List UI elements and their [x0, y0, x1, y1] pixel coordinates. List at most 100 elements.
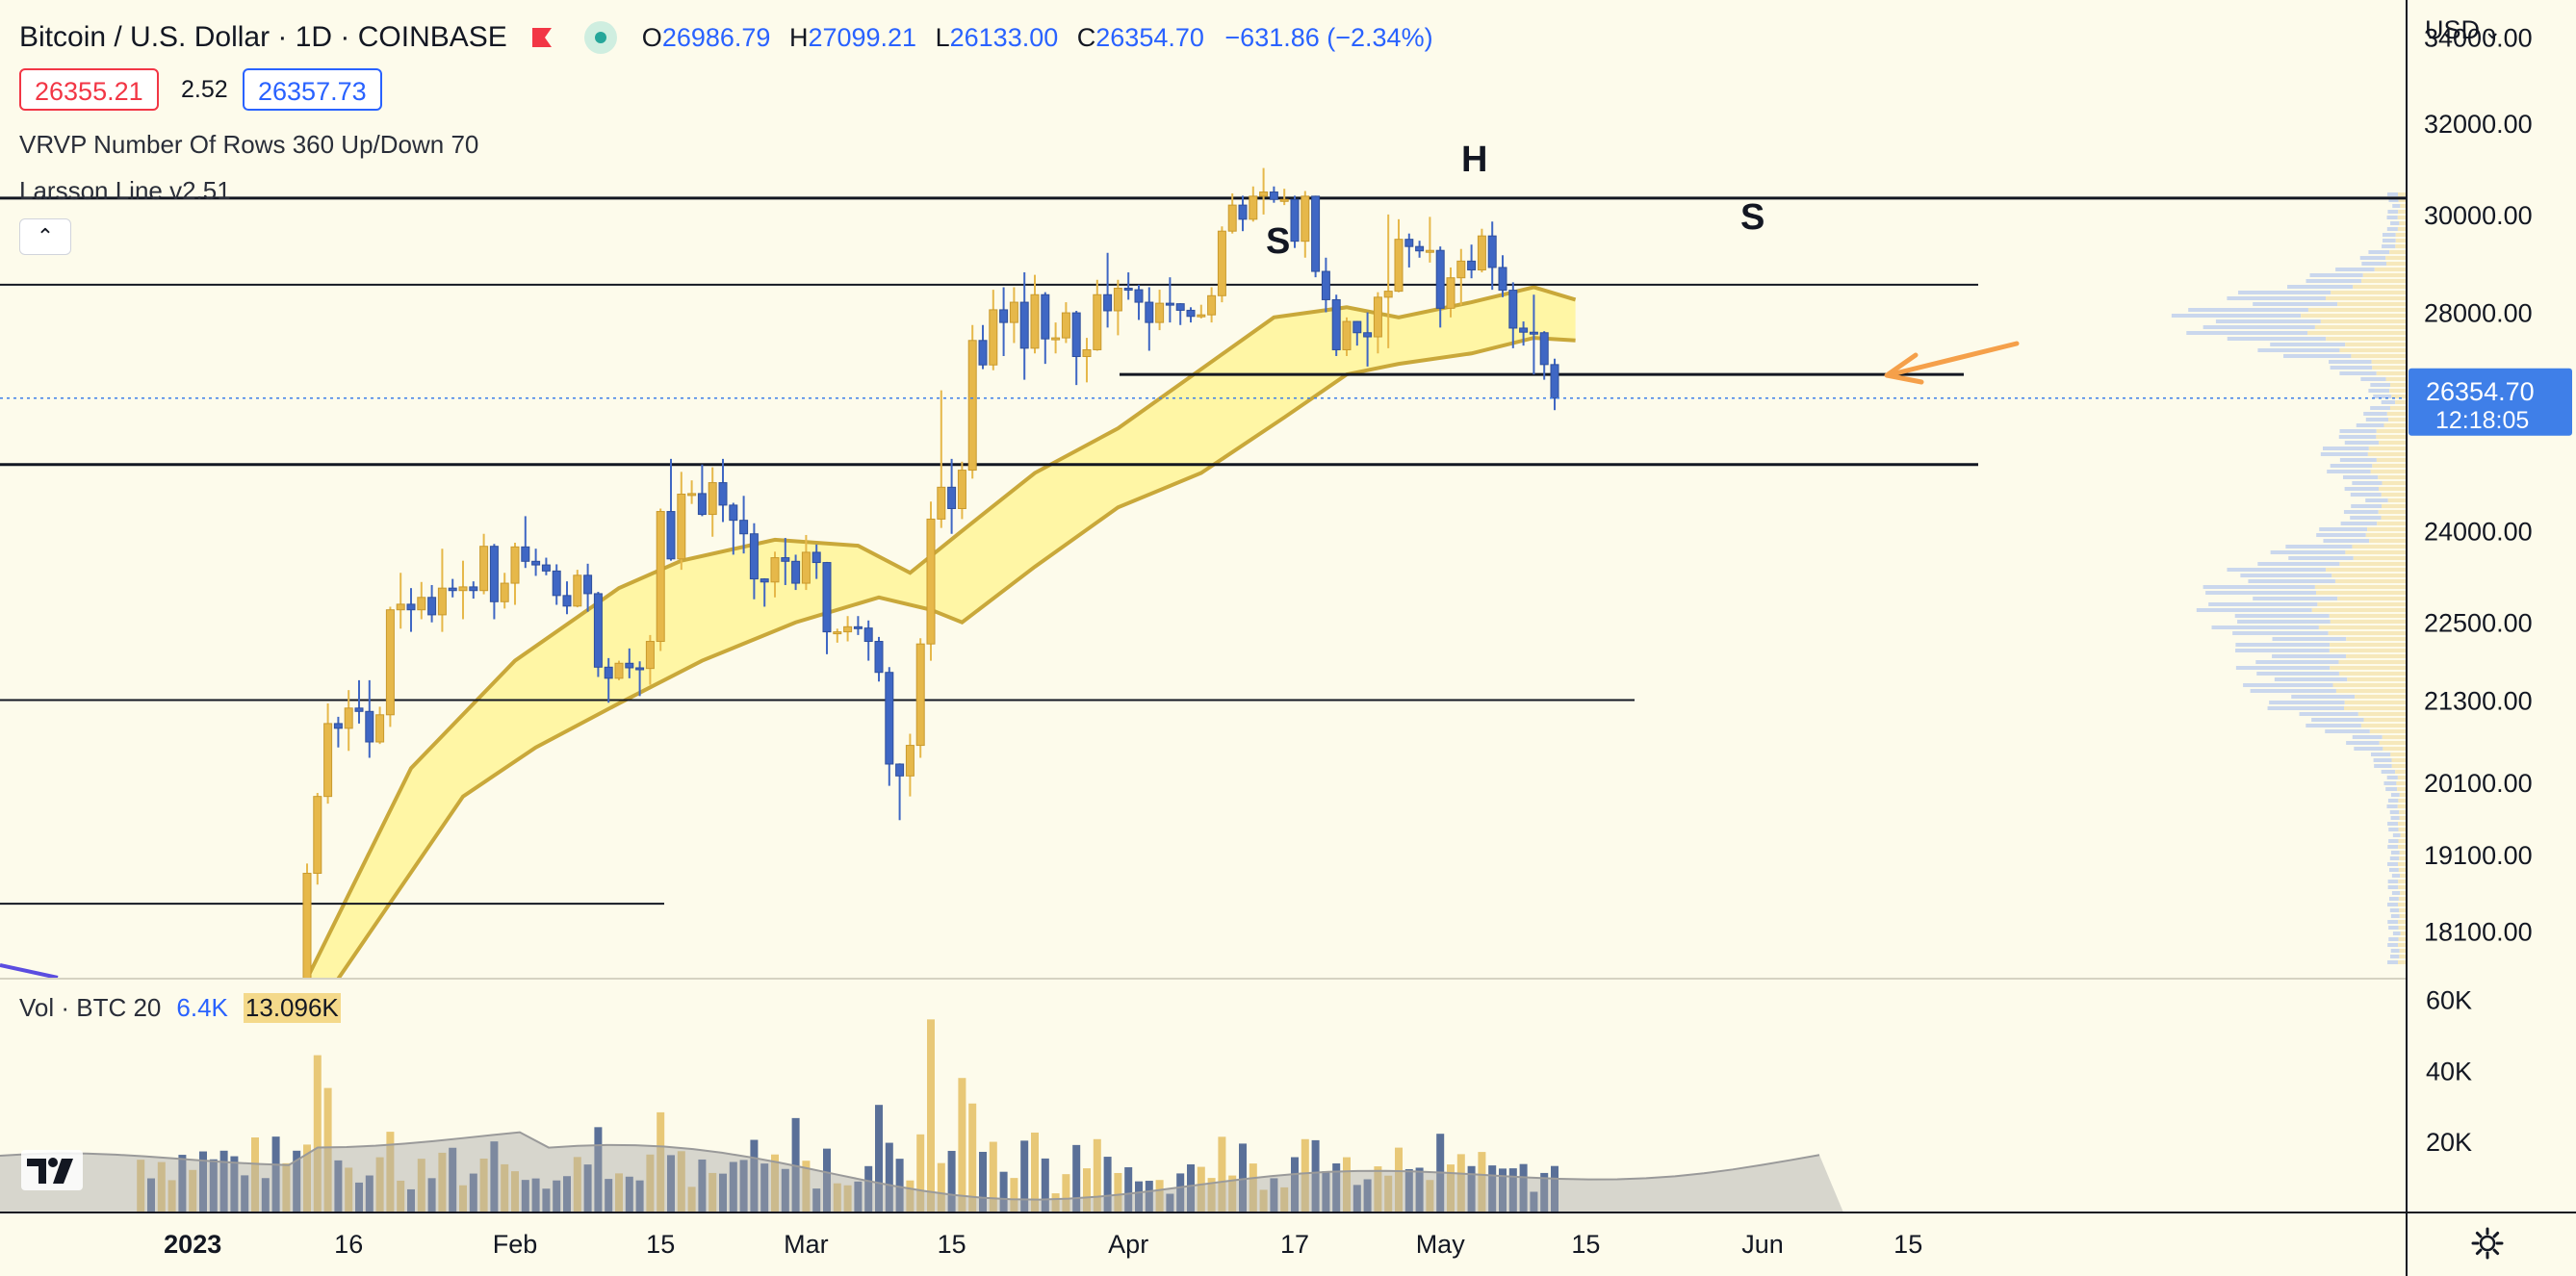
volume-bar[interactable] — [1259, 1189, 1268, 1212]
tradingview-logo[interactable] — [21, 1150, 83, 1190]
volume-bar[interactable] — [719, 1173, 727, 1212]
volume-bar[interactable] — [635, 1180, 644, 1212]
volume-bar[interactable] — [999, 1171, 1008, 1212]
candle[interactable] — [333, 716, 343, 748]
volume-bar[interactable] — [1447, 1164, 1455, 1212]
volume-bar[interactable] — [1145, 1181, 1153, 1212]
candle[interactable] — [1207, 287, 1217, 323]
candle[interactable] — [687, 480, 697, 504]
candle[interactable] — [967, 324, 977, 479]
candle[interactable] — [427, 584, 437, 623]
candle[interactable] — [1269, 186, 1278, 203]
volume-bar[interactable] — [553, 1180, 561, 1212]
volume-bar[interactable] — [573, 1157, 581, 1212]
volume-bar[interactable] — [459, 1185, 467, 1212]
indicator-vrvp-label[interactable]: VRVP Number Of Rows 360 Up/Down 70 — [19, 130, 479, 159]
candle[interactable] — [500, 573, 509, 609]
candle[interactable] — [1259, 167, 1269, 215]
volume-bar[interactable] — [1010, 1178, 1018, 1212]
candle[interactable] — [1123, 272, 1133, 300]
volume-bar[interactable] — [605, 1179, 613, 1212]
volume-bar[interactable] — [397, 1180, 405, 1212]
volume-bar[interactable] — [1166, 1193, 1174, 1212]
candle[interactable] — [926, 501, 936, 661]
candle[interactable] — [521, 516, 530, 569]
volume-bar[interactable] — [293, 1150, 301, 1212]
candle[interactable] — [833, 628, 842, 643]
candle[interactable] — [895, 763, 905, 821]
candle[interactable] — [541, 557, 551, 575]
annotation-arrow[interactable] — [1889, 341, 2020, 377]
volume-bar[interactable] — [812, 1188, 821, 1212]
volume-bar[interactable] — [1280, 1187, 1289, 1212]
volume-bar[interactable] — [979, 1151, 987, 1212]
volume-bar[interactable] — [1291, 1157, 1299, 1212]
volume-bar[interactable] — [147, 1178, 155, 1212]
candle[interactable] — [978, 324, 988, 370]
volume-bar[interactable] — [739, 1160, 748, 1212]
volume-bar[interactable] — [1426, 1180, 1434, 1212]
volume-bar[interactable] — [501, 1163, 509, 1212]
candle[interactable] — [1394, 218, 1404, 293]
gear-icon[interactable] — [2471, 1227, 2504, 1260]
volume-bar[interactable] — [178, 1155, 187, 1212]
candle[interactable] — [562, 581, 572, 615]
volume-bar[interactable] — [583, 1164, 592, 1212]
volume-bar[interactable] — [531, 1178, 540, 1212]
volume-bar[interactable] — [885, 1142, 893, 1212]
volume-bar[interactable] — [1332, 1162, 1341, 1212]
volume-bar[interactable] — [1343, 1157, 1351, 1212]
candle[interactable] — [937, 390, 946, 528]
volume-bar[interactable] — [251, 1136, 259, 1212]
candle[interactable] — [718, 458, 728, 523]
candle[interactable] — [1456, 248, 1466, 306]
volume-bar[interactable] — [365, 1175, 374, 1212]
volume-bar[interactable] — [802, 1161, 811, 1212]
candle[interactable] — [313, 792, 322, 885]
candle[interactable] — [1113, 279, 1122, 336]
volume-bar[interactable] — [1051, 1193, 1060, 1212]
volume-bar[interactable] — [906, 1180, 914, 1212]
volume-bar[interactable] — [563, 1176, 571, 1212]
volume-bar[interactable] — [230, 1156, 239, 1212]
candle[interactable] — [708, 467, 717, 537]
volume-bar[interactable] — [323, 1087, 332, 1212]
candle[interactable] — [531, 549, 541, 576]
volume-bar[interactable] — [1488, 1165, 1497, 1212]
volume-bar[interactable] — [209, 1159, 218, 1212]
volume-bar[interactable] — [615, 1173, 623, 1212]
candle[interactable] — [843, 616, 853, 642]
indicator-larsson-label[interactable]: Larsson Line v2.51 — [19, 176, 231, 205]
candle[interactable] — [1041, 292, 1050, 365]
candle[interactable] — [1550, 358, 1559, 411]
candle[interactable] — [999, 287, 1009, 356]
volume-bar[interactable] — [958, 1078, 966, 1212]
volume-bar[interactable] — [417, 1159, 425, 1212]
volume-bar[interactable] — [375, 1157, 384, 1212]
candle[interactable] — [915, 638, 925, 758]
volume-bar[interactable] — [427, 1178, 436, 1212]
candle[interactable] — [853, 616, 863, 635]
candle[interactable] — [1071, 310, 1081, 386]
volume-bar[interactable] — [708, 1172, 717, 1212]
volume-bar[interactable] — [1197, 1166, 1205, 1212]
candle[interactable] — [1279, 189, 1289, 206]
candle[interactable] — [1301, 191, 1310, 258]
volume-bar[interactable] — [968, 1103, 977, 1212]
candle[interactable] — [302, 863, 312, 993]
candle[interactable] — [1321, 257, 1330, 313]
candle[interactable] — [1217, 226, 1226, 303]
volume-bar[interactable] — [1187, 1163, 1195, 1212]
candle[interactable] — [448, 578, 457, 598]
volume-bar[interactable] — [947, 1150, 956, 1212]
volume-bar[interactable] — [303, 1144, 311, 1212]
volume-bar[interactable] — [1415, 1167, 1424, 1212]
candle[interactable] — [739, 496, 749, 554]
volume-bar[interactable] — [157, 1161, 166, 1212]
candle[interactable] — [677, 472, 686, 571]
candle[interactable] — [323, 702, 333, 804]
candle[interactable] — [1238, 195, 1248, 232]
candle[interactable] — [552, 564, 561, 605]
volume-bar[interactable] — [345, 1167, 353, 1212]
volume-bar[interactable] — [386, 1132, 395, 1212]
